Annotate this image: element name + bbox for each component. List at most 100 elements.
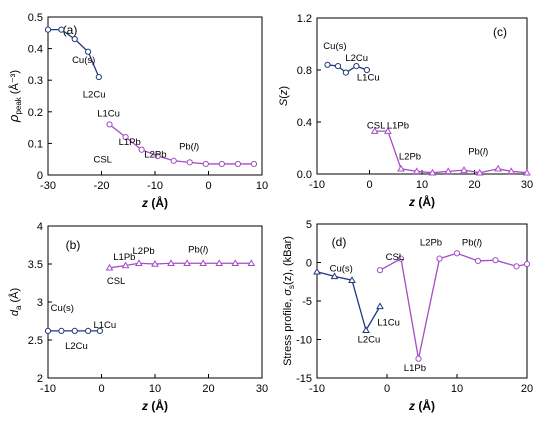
x-tick-label: 0 bbox=[205, 180, 211, 192]
annotation-label: L1Pb bbox=[119, 137, 141, 148]
annotation-label: Cu(s) bbox=[323, 41, 346, 52]
x-tick-label: 20 bbox=[521, 383, 533, 395]
y-tick-label: 3.5 bbox=[28, 259, 43, 271]
y-tick-label: 1.2 bbox=[297, 13, 312, 25]
data-point bbox=[474, 257, 482, 265]
data-point bbox=[218, 160, 225, 168]
annotation-label: L1Cu bbox=[377, 318, 400, 329]
y-tick-label: 0.8 bbox=[297, 65, 312, 77]
annotation-label: L1Pb bbox=[387, 121, 409, 132]
data-point bbox=[370, 127, 379, 134]
data-point bbox=[523, 168, 531, 176]
data-point bbox=[428, 168, 437, 176]
x-tick-label: -10 bbox=[309, 179, 325, 191]
data-point bbox=[71, 36, 78, 43]
x-tick-label: 0 bbox=[366, 179, 372, 191]
data-point bbox=[85, 48, 92, 55]
y-tick-label: 0.2 bbox=[28, 107, 43, 119]
annotation-label: Pb(l) bbox=[462, 238, 482, 249]
annotation-label: Pb(l) bbox=[468, 147, 488, 158]
y-tick-label: 0.3 bbox=[28, 75, 43, 87]
y-tick-label: 0 bbox=[37, 170, 43, 182]
data-point bbox=[494, 164, 502, 172]
data-point bbox=[186, 159, 193, 166]
annotation-label: L1Pb bbox=[113, 252, 135, 263]
x-axis-label: z (Å) bbox=[408, 194, 435, 209]
x-tick-label: -10 bbox=[309, 383, 325, 395]
x-axis-label: z (Å) bbox=[408, 398, 435, 413]
data-point bbox=[154, 152, 161, 160]
data-point bbox=[475, 168, 484, 176]
y-tick-label: 0.5 bbox=[28, 12, 43, 24]
x-tick-label: -30 bbox=[40, 180, 56, 192]
data-point bbox=[71, 327, 78, 334]
annotation-label: Cu(s) bbox=[51, 303, 74, 314]
data-point bbox=[397, 255, 405, 262]
annotation-label: L1Cu bbox=[93, 320, 116, 331]
data-point bbox=[183, 259, 191, 266]
data-point bbox=[513, 263, 520, 270]
data-point bbox=[234, 160, 242, 168]
y-tick-label: 0 bbox=[306, 258, 312, 270]
y-tick-label: 0.1 bbox=[28, 138, 43, 150]
y-tick-label: 0.4 bbox=[28, 44, 43, 56]
data-point bbox=[44, 26, 52, 33]
y-tick-label: -5 bbox=[302, 296, 312, 308]
panel-label: (a) bbox=[63, 23, 78, 37]
data-point bbox=[105, 263, 114, 271]
annotation-label: L2Cu bbox=[345, 53, 368, 64]
x-tick-label: 0 bbox=[98, 383, 104, 395]
y-tick-label: 2.5 bbox=[28, 335, 43, 347]
data-point bbox=[334, 63, 342, 70]
x-tick-label: 30 bbox=[256, 383, 268, 395]
series-line-purple bbox=[374, 130, 528, 174]
data-point bbox=[138, 146, 145, 153]
data-point bbox=[376, 302, 384, 310]
annotation-label: L1Cu bbox=[357, 72, 380, 83]
x-tick-label: 20 bbox=[202, 383, 214, 395]
series-line-purple bbox=[379, 252, 528, 359]
data-point bbox=[170, 157, 177, 164]
data-point bbox=[523, 260, 531, 268]
annotation-label: Pb(l) bbox=[179, 142, 199, 153]
data-point bbox=[96, 327, 103, 334]
y-tick-label: 5 bbox=[306, 219, 312, 231]
x-tick-label: 10 bbox=[256, 180, 268, 192]
y-axis-label: S(z) bbox=[278, 86, 290, 106]
data-point bbox=[492, 257, 499, 264]
data-point bbox=[313, 267, 321, 275]
data-point bbox=[95, 73, 102, 81]
data-point bbox=[436, 255, 443, 262]
annotation-label: CSL bbox=[386, 252, 404, 263]
annotation-label: L2Cu bbox=[65, 341, 88, 352]
x-tick-label: 0 bbox=[384, 383, 390, 395]
y-axis-label: Stress profile, σs(z), (kBar) bbox=[282, 236, 296, 366]
y-tick-label: 0.4 bbox=[297, 117, 312, 129]
y-tick-label: 2 bbox=[37, 373, 43, 385]
data-point bbox=[58, 327, 65, 334]
series-line-purple bbox=[109, 123, 254, 165]
panel-a: -30 -20 -10 0 10 0 0.1 0.2 0.3 0.4 0.5 z (Å) ρpeak (… bbox=[6, 12, 268, 210]
series-line-purple bbox=[109, 262, 252, 269]
panel-label: (d) bbox=[332, 235, 347, 249]
panel-b: -10 0 10 20 30 2 2.5 3 3.5 4 z (Å) da (Å) (b) Cu(s) L1… bbox=[8, 221, 268, 413]
data-point bbox=[444, 167, 453, 175]
x-axis-label: z (Å) bbox=[141, 195, 168, 210]
data-point bbox=[412, 167, 421, 175]
annotation-label: Pb(l) bbox=[188, 245, 208, 256]
panel-label: (b) bbox=[66, 238, 81, 252]
data-point bbox=[384, 127, 392, 134]
data-point bbox=[122, 133, 129, 141]
y-tick-label: -10 bbox=[296, 335, 312, 347]
y-tick-label: 3 bbox=[37, 297, 43, 309]
y-tick-label: -15 bbox=[296, 373, 312, 385]
data-point bbox=[58, 26, 65, 33]
data-point bbox=[363, 66, 370, 74]
data-point bbox=[376, 267, 384, 274]
annotation-label: Cu(s) bbox=[330, 264, 353, 275]
data-point bbox=[342, 69, 349, 76]
data-point bbox=[151, 259, 159, 267]
x-tick-label: 10 bbox=[149, 383, 161, 395]
